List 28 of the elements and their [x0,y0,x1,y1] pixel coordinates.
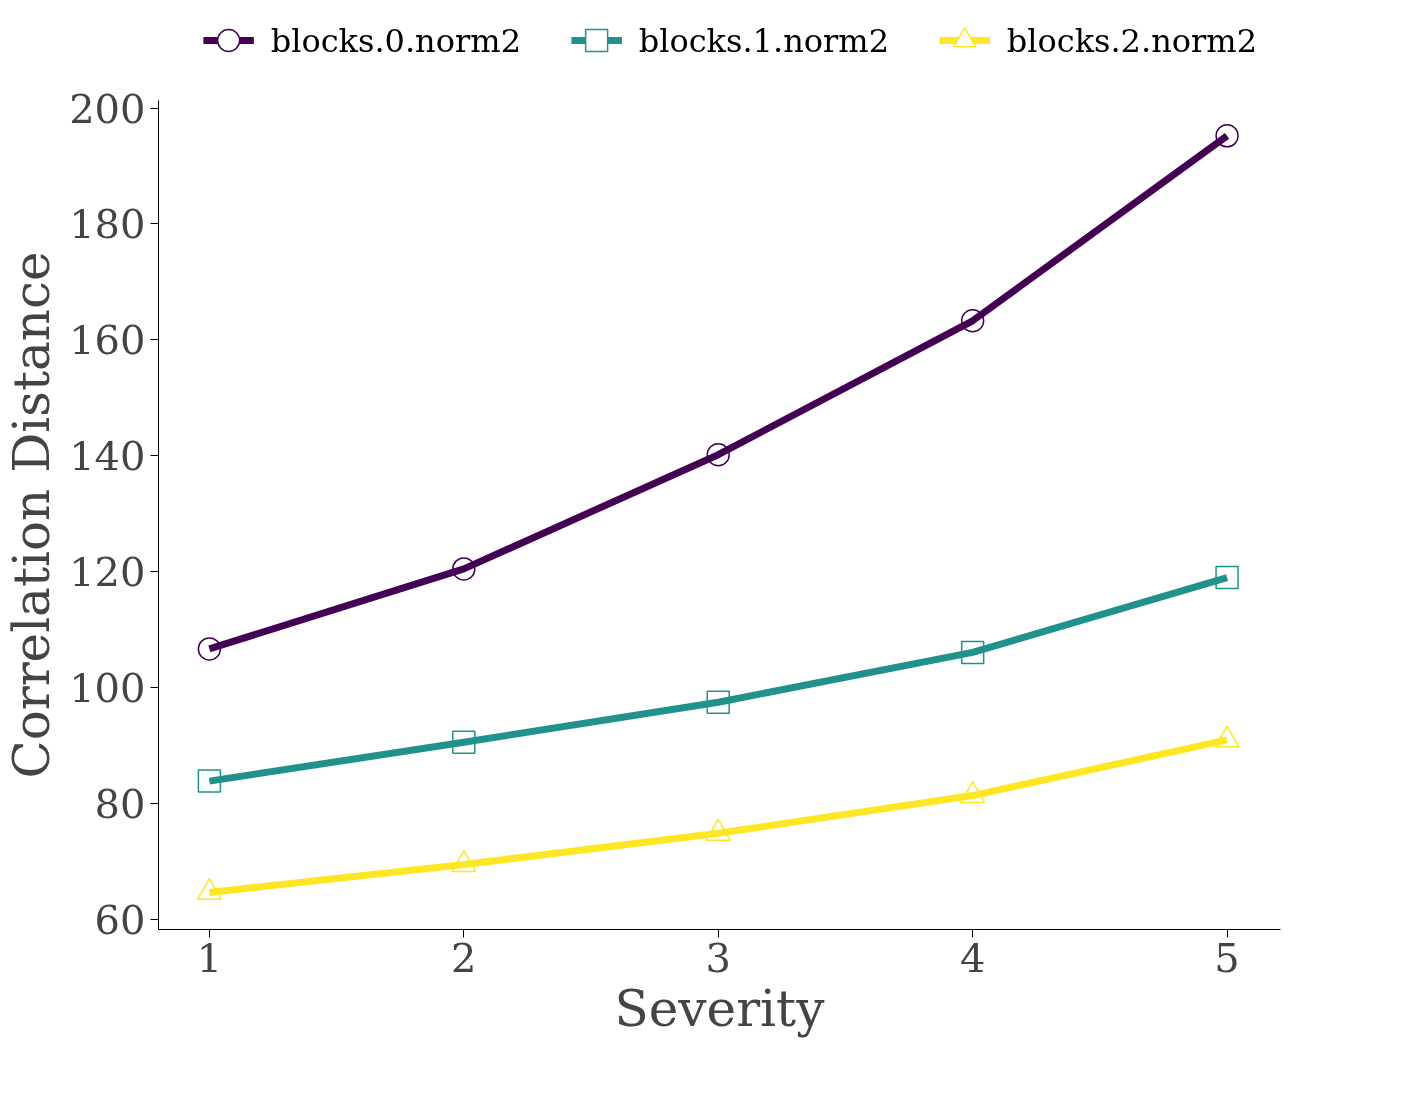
y-tick-label: 120 [69,549,146,596]
point [960,640,985,665]
point [706,690,730,714]
point [1215,124,1239,148]
y-tick-label: 80 [94,781,146,828]
y-tick-label: 200 [69,85,146,132]
point [452,730,476,754]
point [960,309,985,333]
point [706,442,730,467]
point [197,637,222,661]
x-axis-title: Severity [614,979,826,1038]
y-axis-title: Correlation Distance [3,251,62,779]
legend-label: blocks.0.norm2 [270,21,521,60]
x-tick-label: 4 [959,934,986,981]
x-tick-label: 2 [451,934,477,981]
x-tick-label: 3 [705,934,731,981]
point [1215,565,1239,590]
y-tick-label: 180 [69,201,146,248]
legend-label: blocks.1.norm2 [638,21,890,60]
y-tick-label: 60 [94,897,146,944]
point [197,769,222,793]
x-tick-label: 1 [196,934,223,981]
point [452,557,476,581]
y-tick-label: 100 [69,665,146,712]
y-tick-label: 160 [69,317,146,364]
x-tick-label: 5 [1214,934,1240,981]
y-tick-label: 140 [69,433,146,480]
legend-label: blocks.2.norm2 [1006,21,1258,60]
